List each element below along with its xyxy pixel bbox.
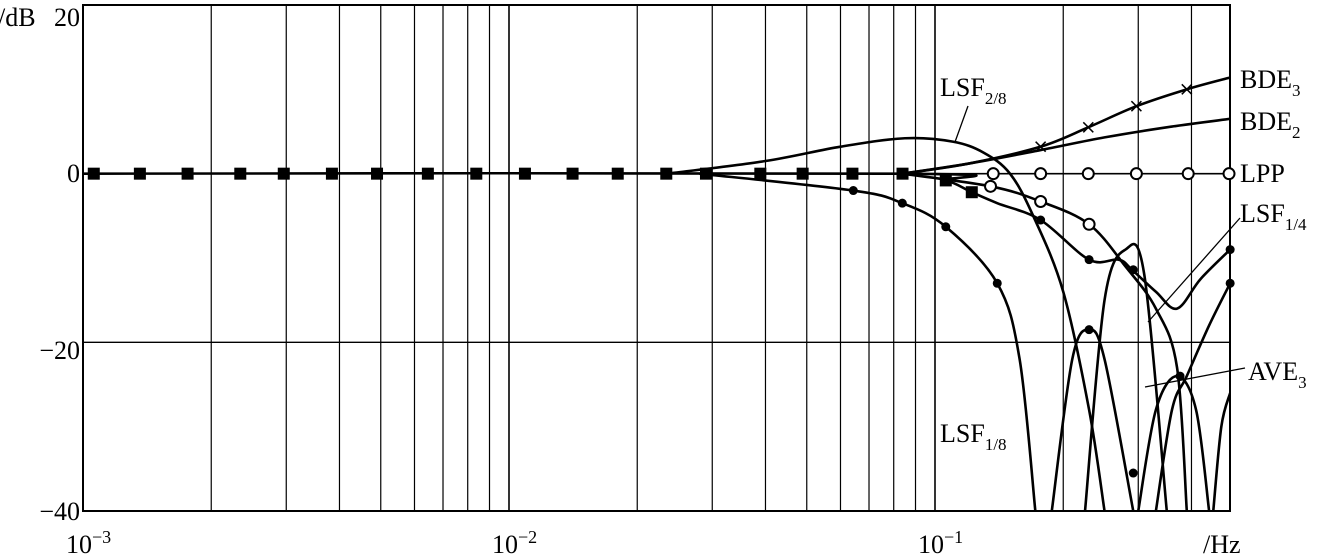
series-line-ave3 [1154, 282, 1230, 511]
y-tick-label: −40 [39, 497, 80, 526]
x-tick-label: 10−1 [918, 527, 963, 555]
series-label-lsf-1-4: LSF1/4 [1240, 199, 1307, 234]
series-label-bde3: BDE3 [1240, 65, 1301, 100]
lsf1-4-square-marker [87, 167, 100, 180]
lsf1-4-square-marker [660, 167, 673, 180]
lsf1-4-square-marker [518, 167, 531, 180]
ave3-dot-marker [1225, 278, 1235, 288]
lsf1-4-dot-marker [1225, 245, 1235, 255]
lpp-circle-marker [1222, 167, 1236, 181]
x-tick-label: 10−3 [66, 527, 111, 555]
lsf1-8-dot-marker [1128, 468, 1138, 478]
lsf1-4-square-marker [566, 167, 579, 180]
ave3-circle-marker [984, 179, 998, 193]
leader-lines [954, 105, 1246, 388]
ave3-circle-marker [1082, 217, 1096, 231]
lsf1-4-square-marker [846, 167, 859, 180]
lsf1-4-dot-marker [1036, 215, 1046, 225]
series-line-lsf2-8 [1083, 242, 1169, 511]
series-label-bde2: BDE2 [1240, 107, 1301, 142]
lsf1-4-square-marker [133, 167, 146, 180]
series-line-lsf1-8 [1136, 374, 1211, 511]
ave3-dot-marker [1175, 371, 1185, 381]
lsf1-8-dot-marker [992, 278, 1002, 288]
leader-line-lsf-2-8 [954, 105, 969, 143]
lpp-circle-marker [1181, 167, 1195, 181]
lsf1-4-square-marker [965, 186, 978, 199]
lsf1-4-square-marker [421, 167, 434, 180]
grid [83, 5, 1230, 511]
series-line-lsf1-8 [1211, 392, 1230, 511]
ave3-circle-marker [1034, 194, 1048, 208]
series-label-lsf-2-8: LSF2/8 [940, 73, 1007, 108]
lsf1-8-dot-marker [897, 198, 907, 208]
x-tick-label: 10−2 [492, 527, 537, 555]
y-axis-label: /dB [0, 3, 36, 32]
series-layer [83, 76, 1230, 511]
lsf1-4-square-marker [234, 167, 247, 180]
leader-line-lsf-1-4 [1147, 217, 1241, 323]
lpp-circle-marker [1034, 167, 1048, 181]
lsf1-8-dot-marker [1084, 325, 1094, 335]
lsf1-4-square-marker [277, 167, 290, 180]
lsf1-4-square-marker [896, 167, 909, 180]
lsf1-8-dot-marker [941, 222, 951, 232]
series-line-bde2 [902, 117, 1230, 175]
series-line-lsf2-8 [666, 136, 1106, 511]
lsf1-4-square-marker [939, 174, 952, 187]
lsf1-4-square-marker [470, 167, 483, 180]
lsf1-4-dot-marker [1084, 255, 1094, 265]
lpp-circle-marker [986, 167, 1000, 181]
series-label-ave3: AVE3 [1248, 357, 1307, 392]
lsf1-8-dot-marker [848, 186, 858, 196]
series-line-lsf1-4 [83, 171, 1230, 311]
leader-line-ave3 [1144, 367, 1246, 388]
lsf1-4-square-marker [699, 167, 712, 180]
y-tick-label: 0 [67, 159, 80, 188]
y-tick-label: −20 [39, 336, 80, 365]
bde3-cross-marker [1181, 83, 1193, 95]
lpp-circle-marker [1129, 167, 1143, 181]
lsf1-4-dot-marker [1128, 265, 1138, 275]
bde3-cross-marker [1082, 121, 1094, 133]
lpp-circle-marker [1081, 167, 1095, 181]
plot-frame [82, 4, 1231, 512]
lsf1-4-square-marker [325, 167, 338, 180]
series-label-lsf-1-8: LSF1/8 [940, 419, 1007, 454]
series-label-lpp: LPP [1240, 159, 1285, 188]
lsf1-4-square-marker [754, 167, 767, 180]
marker-layer [87, 83, 1236, 478]
bde3-cross-marker [1035, 141, 1047, 153]
lsf1-4-square-marker [611, 167, 624, 180]
lsf1-4-square-marker [796, 167, 809, 180]
bde3-cross-marker [1130, 100, 1142, 112]
lsf1-4-square-marker [181, 167, 194, 180]
x-axis-label: /Hz [1203, 530, 1241, 555]
y-tick-label: 20 [54, 3, 80, 32]
lsf1-4-square-marker [371, 167, 384, 180]
